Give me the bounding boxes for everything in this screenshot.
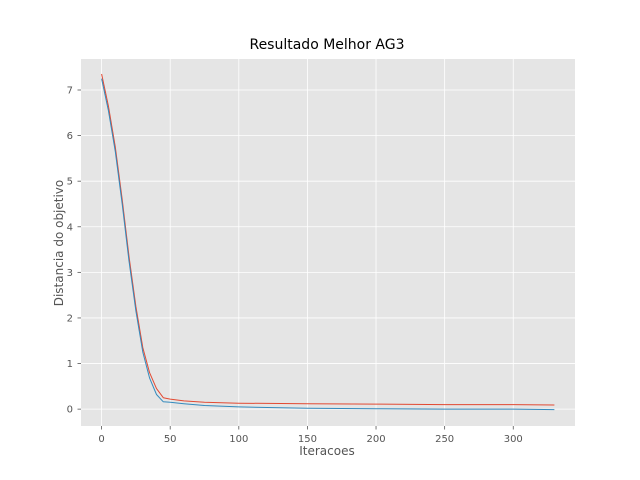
y-tick-label: 5 [67,177,73,188]
y-tick-label: 6 [67,131,73,142]
series-line-1 [101,73,555,406]
x-tick-label: 100 [229,434,248,445]
y-tick-label: 3 [67,268,73,279]
x-tick-label: 300 [504,434,523,445]
x-tick-label: 50 [164,434,177,445]
x-tick-label: 200 [366,434,385,445]
x-tick-label: 0 [98,434,104,445]
y-tick-label: 2 [67,313,73,324]
series-layer [101,73,555,411]
y-tick-label: 7 [67,86,73,97]
x-tick-label: 150 [298,434,317,445]
y-axis-label: Distancia do objetivo [52,180,66,307]
grid [81,59,575,426]
axis-ticks: 0 50 100 150 200 250 300 0 1 2 3 4 5 6 7 [67,86,523,445]
plot-area [81,59,575,426]
x-tick-label: 250 [435,434,454,445]
chart-title: Resultado Melhor AG3 [249,37,404,53]
y-tick-label: 4 [67,222,73,233]
y-tick-label: 0 [67,405,73,416]
x-axis-label: Iteracoes [299,444,355,458]
y-tick-label: 1 [67,359,73,370]
series-line-2 [101,78,555,411]
